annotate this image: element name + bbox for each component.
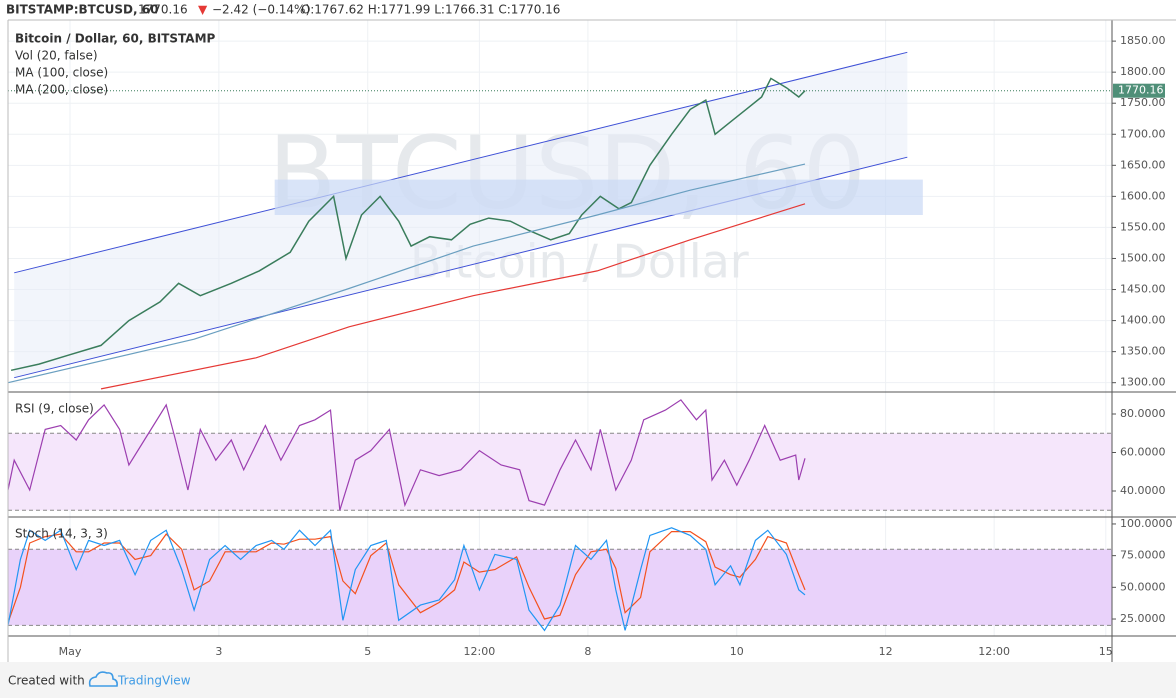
x-tick-label: 8 <box>584 645 591 658</box>
y-tick-label: 1550.00 <box>1120 220 1166 233</box>
band <box>8 549 1112 626</box>
footer-text: Created with <box>8 674 85 688</box>
last-price-box <box>1113 83 1165 98</box>
series-line <box>10 77 806 372</box>
y-tick-label: 1400.00 <box>1120 314 1166 327</box>
x-tick-label: 3 <box>215 645 222 658</box>
y-tick-label: 40.0000 <box>1120 484 1166 497</box>
series-line <box>7 527 806 632</box>
channel-line <box>14 51 908 274</box>
y-tick-label: 1850.00 <box>1120 34 1166 47</box>
logo[interactable] <box>88 671 118 687</box>
legend-entry: MA (100, close) <box>15 66 108 80</box>
y-tick-label: 75.0000 <box>1120 549 1166 562</box>
x-tick-label: 15 <box>1099 645 1113 658</box>
change-arrow: ▼ <box>198 3 208 17</box>
x-tick-label: 12:00 <box>464 645 496 658</box>
y-tick-label: 1450.00 <box>1120 283 1166 296</box>
y-tick-label: 1600.00 <box>1120 189 1166 202</box>
pane-title: Bitcoin / Dollar, 60, BITSTAMP <box>15 32 216 46</box>
y-tick-label: 50.0000 <box>1120 580 1166 593</box>
x-tick-label: 10 <box>730 645 744 658</box>
pane-title: Stoch (14, 3, 3) <box>15 527 108 541</box>
y-tick-label: 1800.00 <box>1120 65 1166 78</box>
change: −2.42 (−0.14%) <box>212 3 310 17</box>
y-tick-label: 1750.00 <box>1120 96 1166 109</box>
legend-entry: Vol (20, false) <box>15 49 98 63</box>
x-tick-label: 12 <box>879 645 893 658</box>
series-line <box>7 399 806 511</box>
y-tick-label: 1350.00 <box>1120 345 1166 358</box>
series-line <box>100 203 806 390</box>
brand-link[interactable]: TradingView <box>117 674 191 688</box>
x-tick-label: 5 <box>364 645 371 658</box>
price: 1770.16 <box>138 3 188 17</box>
y-tick-label: 1300.00 <box>1120 376 1166 389</box>
y-tick-label: 1700.00 <box>1120 127 1166 140</box>
pane-title: RSI (9, close) <box>15 402 94 416</box>
footer-bar <box>0 662 1176 698</box>
last-price-label: 1770.16 <box>1118 84 1164 97</box>
y-tick-label: 1650.00 <box>1120 158 1166 171</box>
y-tick-label: 60.0000 <box>1120 445 1166 458</box>
x-tick-label: 12:00 <box>978 645 1010 658</box>
y-tick-label: 25.0000 <box>1120 612 1166 625</box>
x-tick-label: May <box>59 645 82 658</box>
y-tick-label: 80.0000 <box>1120 407 1166 420</box>
ohlc: O:1767.62 H:1771.99 L:1766.31 C:1770.16 <box>301 3 560 17</box>
legend-entry: MA (200, close) <box>15 83 108 97</box>
band <box>8 433 1112 511</box>
series-line <box>7 531 806 623</box>
symbol: BITSTAMP:BTCUSD, 60 <box>6 3 158 17</box>
y-tick-label: 100.0000 <box>1120 517 1173 530</box>
y-tick-label: 1500.00 <box>1120 251 1166 264</box>
series-line <box>7 163 806 384</box>
